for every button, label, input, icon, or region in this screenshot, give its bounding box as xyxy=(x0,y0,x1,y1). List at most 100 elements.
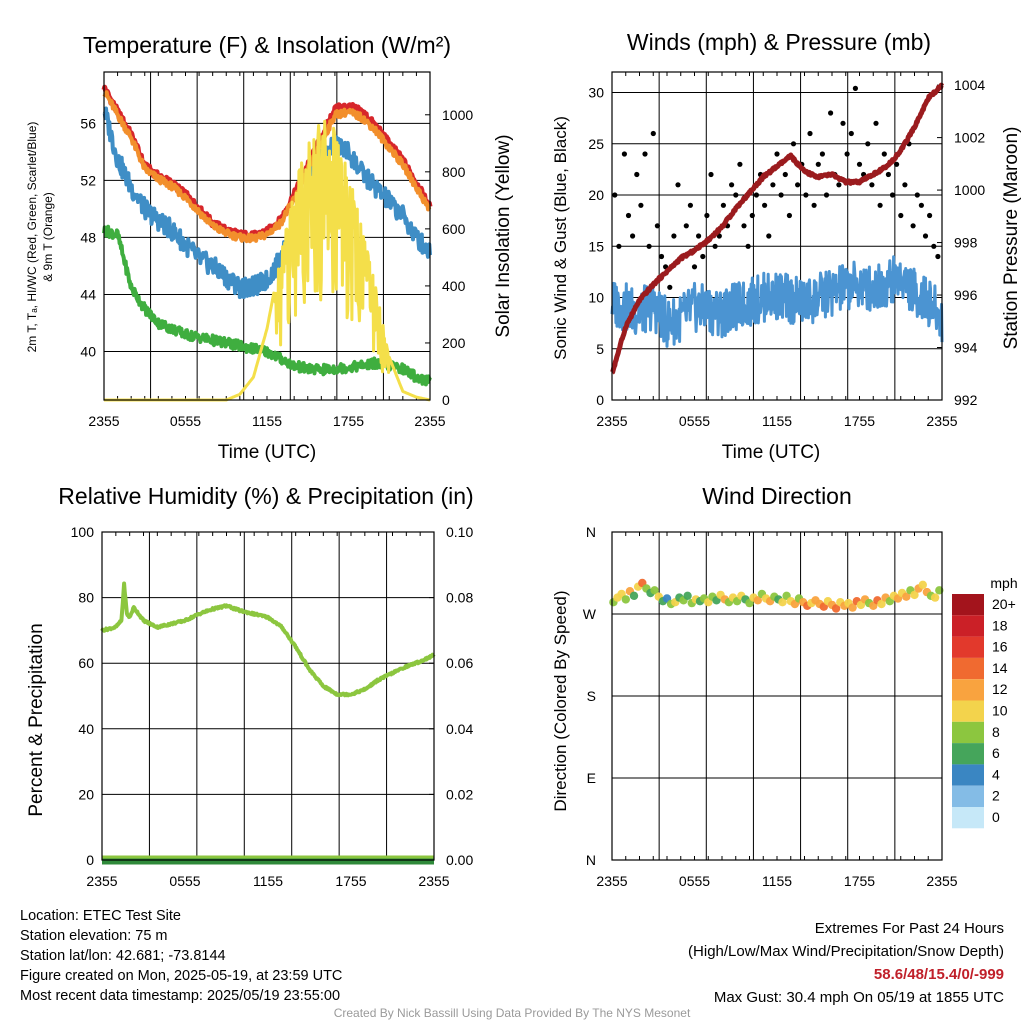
x-tick-label: 2355 xyxy=(596,873,627,889)
wind-direction-point xyxy=(683,591,692,600)
wind-direction-point xyxy=(902,592,911,601)
gust-point xyxy=(658,253,665,260)
temperature-series-line xyxy=(102,106,432,300)
gust-point xyxy=(634,171,640,178)
gust-point xyxy=(691,264,698,270)
y-right-tick-label: 1004 xyxy=(954,77,985,93)
gust-point xyxy=(638,202,644,208)
direction-panel-title: Wind Direction xyxy=(702,483,852,509)
gust-point xyxy=(700,253,706,260)
figure-created: Figure created on Mon, 2025-05-19, at 23… xyxy=(20,968,343,984)
temperature-panel-title: Temperature (F) & Insolation (W/m²) xyxy=(83,32,451,58)
gust-point xyxy=(931,243,937,249)
y-right-tick-label: 0 xyxy=(442,392,450,408)
gust-point xyxy=(848,130,854,137)
gust-point xyxy=(696,233,702,239)
direction-tick-label: E xyxy=(587,770,596,786)
panel-3-grid xyxy=(101,532,435,860)
gust-point xyxy=(852,85,859,91)
plot-border xyxy=(103,71,431,401)
gust-point xyxy=(869,182,875,188)
gust-point xyxy=(840,120,846,126)
plot-border xyxy=(611,531,943,861)
wind-direction-point xyxy=(918,580,927,589)
max-gust: Max Gust: 30.4 mph On 05/19 at 1855 UTC xyxy=(713,989,1004,1006)
gust-point xyxy=(819,151,826,157)
x-tick-label: 0555 xyxy=(169,873,200,889)
gust-point xyxy=(873,120,879,126)
gust-point xyxy=(877,202,883,208)
gust-point xyxy=(667,284,673,290)
x-tick-label: 2355 xyxy=(418,873,449,889)
y-tick-label: 0 xyxy=(596,392,604,408)
x-tick-label: 2355 xyxy=(926,413,957,429)
legend-label: 8 xyxy=(992,724,1000,740)
x-tick-label: 0555 xyxy=(170,413,201,429)
y-right-tick-label: 400 xyxy=(442,278,466,294)
station-info: Location: ETEC Test Site Station elevati… xyxy=(20,906,342,1006)
humidity-panel-title: Relative Humidity (%) & Precipitation (i… xyxy=(58,483,473,509)
legend-label: 14 xyxy=(992,660,1008,676)
temperature-xlabel: Time (UTC) xyxy=(218,442,317,463)
gust-point xyxy=(786,212,793,219)
gust-point xyxy=(770,182,776,188)
x-tick-label: 2355 xyxy=(414,413,445,429)
gust-point xyxy=(828,110,834,116)
y-tick-label: 60 xyxy=(78,655,94,671)
gust-point xyxy=(885,171,892,178)
gust-point xyxy=(881,151,887,157)
y-tick-label: 40 xyxy=(78,721,94,737)
legend-swatch xyxy=(952,615,984,637)
legend-swatch xyxy=(952,636,984,658)
wind-direction-point xyxy=(848,603,857,612)
gust-point xyxy=(865,141,871,147)
gust-point xyxy=(790,141,797,147)
x-tick-label: 1755 xyxy=(335,873,366,889)
x-tick-label: 2355 xyxy=(88,413,119,429)
wind-direction-point xyxy=(930,593,940,602)
legend-label: 20+ xyxy=(992,596,1016,612)
gust-point xyxy=(650,130,656,137)
gust-point xyxy=(687,202,694,208)
gust-point xyxy=(811,202,817,208)
legend-swatch xyxy=(952,700,984,722)
legend-label: 10 xyxy=(992,703,1008,719)
credit-line: Created By Nick Bassill Using Data Provi… xyxy=(333,1006,691,1020)
gust-point xyxy=(823,192,830,198)
plot-border xyxy=(101,531,435,861)
y-tick-label: 40 xyxy=(80,344,96,360)
legend-swatch xyxy=(952,764,984,786)
x-tick-label: 1755 xyxy=(844,873,875,889)
extremes-title: Extremes For Past 24 Hours xyxy=(814,920,1004,937)
gust-point xyxy=(749,212,755,219)
y-right-tick-label: 0.04 xyxy=(446,721,473,737)
sonic-wind-line xyxy=(610,255,944,348)
y-right-tick-label: 200 xyxy=(442,335,466,351)
station-pressure-line xyxy=(610,82,945,375)
x-tick-label: 1755 xyxy=(333,413,364,429)
y-right-tick-label: 994 xyxy=(954,340,978,356)
extremes-info: Extremes For Past 24 Hours (High/Low/Max… xyxy=(688,917,1004,1009)
gust-point xyxy=(782,171,788,178)
gust-point xyxy=(745,243,751,249)
gust-point xyxy=(778,192,784,198)
gust-point xyxy=(741,223,747,229)
wind-direction-point xyxy=(629,591,639,600)
x-tick-label: 1155 xyxy=(762,873,792,889)
legend-label: 12 xyxy=(992,681,1008,697)
gust-point xyxy=(803,192,809,198)
y-right-tick-label: 1000 xyxy=(954,182,985,198)
gust-point xyxy=(774,151,780,157)
direction-ylabel-left: Direction (Colored By Speed) xyxy=(551,590,570,811)
y-right-tick-label: 996 xyxy=(954,287,978,303)
gust-point xyxy=(898,212,904,219)
temperature-series-line xyxy=(102,90,432,244)
x-tick-label: 0555 xyxy=(679,413,710,429)
gust-point xyxy=(621,151,628,157)
y-right-tick-label: 600 xyxy=(442,221,466,237)
gust-point xyxy=(927,212,933,219)
gust-point xyxy=(753,192,760,198)
y-right-tick-label: 0.02 xyxy=(446,786,473,802)
x-tick-label: 1155 xyxy=(252,413,282,429)
gust-point xyxy=(914,192,920,198)
